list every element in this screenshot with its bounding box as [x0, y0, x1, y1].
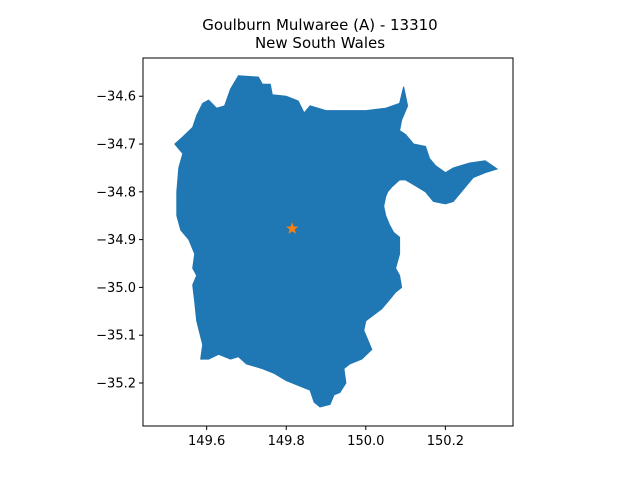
y-tick-label: −34.9: [96, 233, 136, 248]
y-tick-label: −34.7: [96, 138, 136, 153]
plot-area: [174, 75, 499, 408]
y-tick-label: −35.1: [96, 329, 136, 344]
region-shape: [174, 75, 499, 408]
location-star-icon: [286, 222, 299, 234]
x-tick-label: 150.2: [427, 434, 464, 449]
x-tick-label: 150.0: [347, 434, 384, 449]
y-tick-label: −35.0: [96, 281, 136, 296]
y-tick-label: −34.8: [96, 185, 136, 200]
x-axis: 149.6 149.8 150.0 150.2: [188, 426, 464, 449]
map-title: Goulburn Mulwaree (A) - 13310: [202, 16, 438, 34]
x-tick-label: 149.6: [188, 434, 225, 449]
y-tick-label: −34.6: [96, 90, 136, 105]
y-tick-label: −35.2: [96, 376, 136, 391]
axes-frame: [142, 57, 514, 427]
map-subtitle: New South Wales: [254, 34, 386, 52]
x-tick-label: 149.8: [268, 434, 305, 449]
y-axis: −34.6 −34.7 −34.8 −34.9 −35.0 −35.1 −35.2: [96, 90, 143, 391]
